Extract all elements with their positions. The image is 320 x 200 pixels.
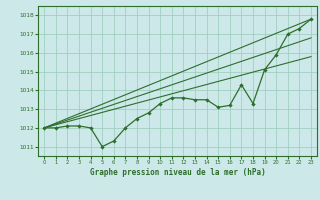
X-axis label: Graphe pression niveau de la mer (hPa): Graphe pression niveau de la mer (hPa) [90,168,266,177]
